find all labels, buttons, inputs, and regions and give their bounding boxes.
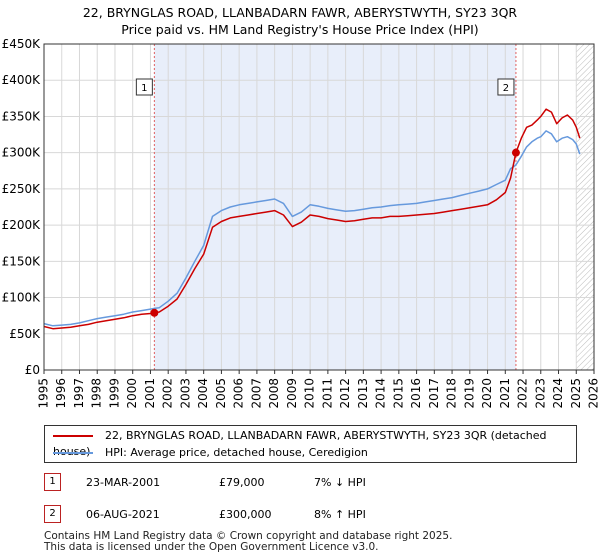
x-tick-label: 2006 — [232, 378, 246, 409]
y-tick-label: £400K — [2, 73, 42, 87]
sale-hpi-diff: 8% ↑ HPI — [314, 508, 366, 521]
x-tick-label: 2002 — [161, 378, 175, 409]
sale-date: 23-MAR-2001 — [86, 476, 161, 489]
x-tick-label: 2009 — [285, 378, 299, 409]
series-lines — [43, 108, 581, 330]
y-tick-label: £150K — [2, 254, 42, 268]
y-tick-label: £50K — [9, 327, 41, 341]
y-tick-label: £450K — [2, 37, 42, 51]
legend-item-property: 22, BRYNGLAS ROAD, LLANBADARN FAWR, ABER… — [53, 428, 576, 458]
x-tick-label: 2022 — [516, 378, 530, 409]
x-tick-label: 2007 — [249, 378, 263, 409]
x-axis: 1995 1996 1997 1998 1999 2000 2001 2002 2003 2004… — [37, 370, 600, 409]
hpi-series-line — [43, 130, 581, 327]
forecast-hatch-region — [576, 44, 594, 370]
x-tick-label: 2026 — [587, 378, 600, 409]
x-tick-label: 2024 — [551, 378, 565, 409]
x-tick-label: 2014 — [374, 378, 388, 409]
x-tick-label: 2000 — [125, 378, 139, 409]
sale-badge-box — [135, 78, 153, 96]
x-tick-label: 2003 — [178, 378, 192, 409]
footer-copyright: Contains HM Land Registry data © Crown c… — [44, 530, 453, 542]
y-tick-label: £350K — [2, 109, 42, 123]
sale-row: 1 23-MAR-2001 £79,000 7% ↓ HPI — [44, 473, 544, 493]
x-tick-label: 2013 — [356, 378, 370, 409]
x-tick-label: 2019 — [462, 378, 476, 409]
x-tick-label: 2017 — [427, 378, 441, 409]
plot-frame — [43, 43, 595, 371]
footer: Contains HM Land Registry data © Crown c… — [44, 531, 452, 553]
x-tick-label: 1996 — [54, 378, 68, 409]
x-tick-label: 2016 — [409, 378, 423, 409]
sale-badge-box — [497, 78, 515, 96]
x-tick-label: 1995 — [37, 378, 51, 409]
sale-price: £300,000 — [219, 508, 272, 521]
x-tick-label: 1997 — [72, 378, 86, 409]
chart-title: 22, BRYNGLAS ROAD, LLANBADARN FAWR, ABER… — [82, 5, 518, 20]
sale-price: £79,000 — [219, 476, 265, 489]
x-tick-label: 2004 — [196, 378, 210, 409]
x-tick-label: 2011 — [320, 378, 334, 409]
y-tick-label: £0 — [25, 363, 40, 377]
x-tick-label: 2015 — [391, 378, 405, 409]
sale-hpi-diff: 7% ↓ HPI — [314, 476, 366, 489]
x-tick-label: 2005 — [214, 378, 228, 409]
sale-badge-label: 2 — [503, 83, 509, 94]
sale-number-badge: 1 — [44, 473, 61, 491]
y-axis: £0 £50K £100K £150K £200K £250K £300K £350K £400… — [2, 37, 42, 377]
legend-item-hpi: HPI: Average price, detached house, Cere… — [53, 445, 368, 461]
y-tick-label: £250K — [2, 182, 42, 196]
sale-number-badge: 2 — [44, 505, 61, 523]
x-tick-label: 2008 — [267, 378, 281, 409]
y-tick-label: £100K — [2, 291, 42, 305]
x-tick-label: 2020 — [480, 378, 494, 409]
x-tick-label: 2012 — [338, 378, 352, 409]
sale-date: 06-AUG-2021 — [86, 508, 160, 521]
x-tick-label: 1998 — [90, 378, 104, 409]
chart-title-block: 22, BRYNGLAS ROAD, LLANBADARN FAWR, ABER… — [0, 4, 600, 38]
x-tick-label: 1999 — [107, 378, 121, 409]
y-tick-label: £200K — [2, 218, 42, 232]
x-tick-label: 2001 — [143, 378, 157, 409]
sale-badge-label: 1 — [141, 83, 147, 94]
legend-red-swatch — [53, 435, 93, 437]
x-tick-label: 2010 — [303, 378, 317, 409]
y-tick-label: £300K — [2, 146, 42, 160]
legend-blue-swatch — [53, 452, 93, 454]
x-tick-label: 2025 — [569, 378, 583, 409]
gridlines — [43, 43, 595, 371]
sale-point — [150, 308, 159, 317]
x-tick-label: 2018 — [445, 378, 459, 409]
sale-row: 2 06-AUG-2021 £300,000 8% ↑ HPI — [44, 505, 544, 525]
sale-period-shading — [154, 44, 516, 370]
sale-points — [150, 148, 520, 317]
legend-property-label: 22, BRYNGLAS ROAD, LLANBADARN FAWR, ABER… — [53, 429, 547, 458]
legend-hpi-label: HPI: Average price, detached house, Cere… — [105, 446, 368, 459]
x-tick-label: 2021 — [498, 378, 512, 409]
property-series-line — [43, 108, 581, 330]
x-tick-label: 2023 — [533, 378, 547, 409]
chart-subtitle: Price paid vs. HM Land Registry's House … — [121, 22, 479, 37]
footer-licence: This data is licensed under the Open Gov… — [44, 541, 379, 553]
legend: 22, BRYNGLAS ROAD, LLANBADARN FAWR, ABER… — [44, 425, 577, 463]
sale-point — [511, 148, 520, 157]
